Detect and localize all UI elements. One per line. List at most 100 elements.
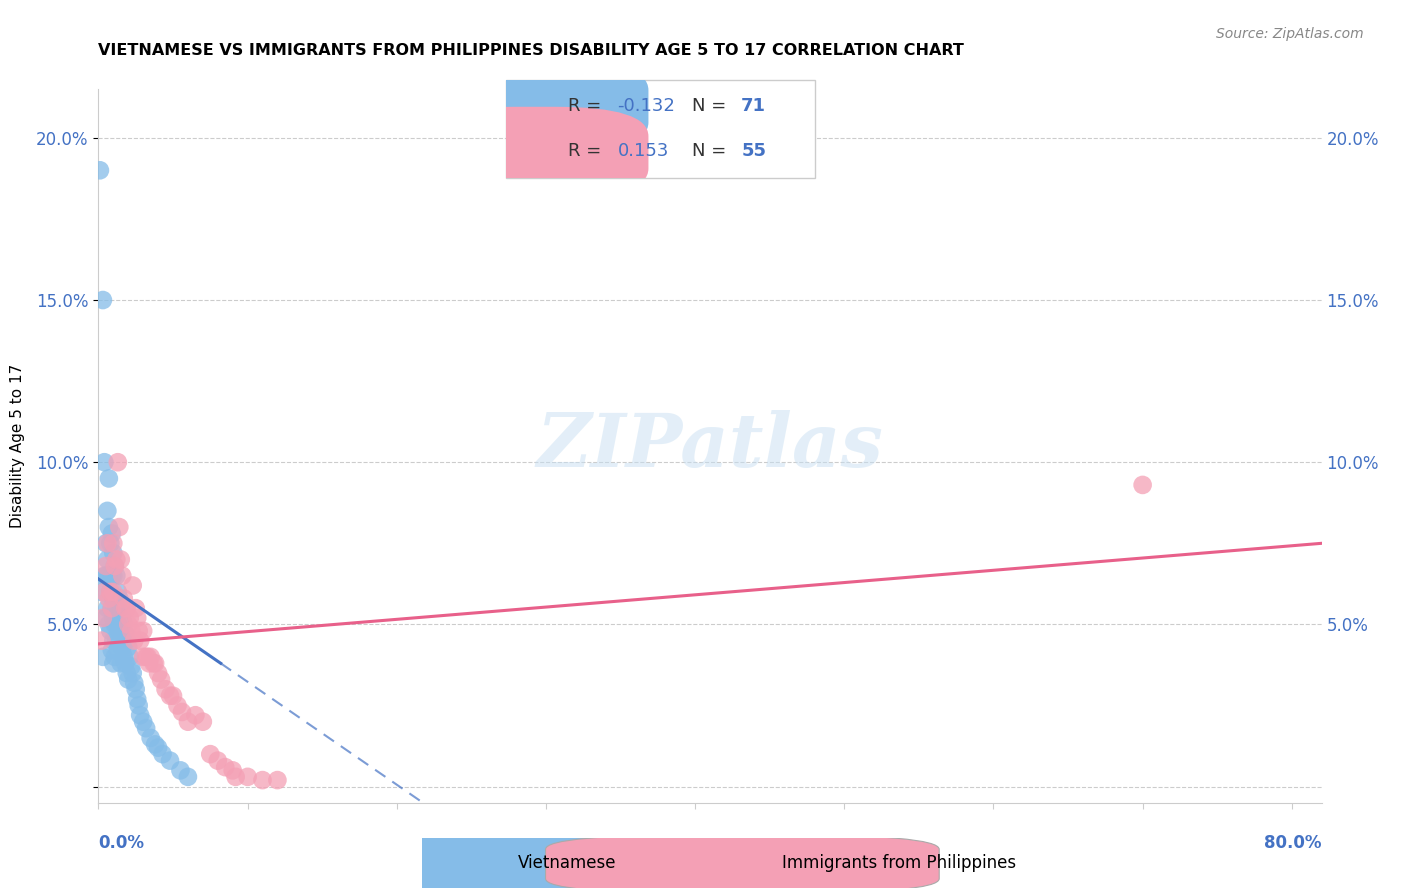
Point xyxy=(236,770,259,784)
Text: 0.153: 0.153 xyxy=(617,142,669,160)
Point xyxy=(103,633,125,648)
Point xyxy=(122,675,145,690)
Point xyxy=(125,601,148,615)
FancyBboxPatch shape xyxy=(546,835,939,892)
Point xyxy=(104,591,127,606)
Text: N =: N = xyxy=(692,97,731,115)
Point xyxy=(101,601,124,615)
Point xyxy=(114,601,136,615)
Point xyxy=(177,714,200,729)
Point xyxy=(107,643,129,657)
Text: R =: R = xyxy=(568,142,613,160)
Point xyxy=(110,627,132,641)
Text: VIETNAMESE VS IMMIGRANTS FROM PHILIPPINES DISABILITY AGE 5 TO 17 CORRELATION CHA: VIETNAMESE VS IMMIGRANTS FROM PHILIPPINE… xyxy=(98,43,965,58)
Text: N =: N = xyxy=(692,142,731,160)
Point xyxy=(110,601,132,615)
Point xyxy=(103,536,125,550)
Point xyxy=(129,633,152,648)
Point xyxy=(96,601,118,615)
Point xyxy=(91,649,114,664)
Point xyxy=(132,714,155,729)
Point xyxy=(112,649,135,664)
Point xyxy=(110,552,132,566)
Point xyxy=(97,568,120,582)
Point xyxy=(103,546,125,560)
Point xyxy=(207,754,229,768)
Point xyxy=(146,666,169,681)
Point xyxy=(121,578,143,592)
Point xyxy=(143,657,166,671)
Point xyxy=(105,568,128,582)
Point xyxy=(97,471,120,485)
Point xyxy=(184,708,207,723)
Point xyxy=(94,559,117,574)
Point xyxy=(93,455,115,469)
Point xyxy=(103,591,125,606)
Point xyxy=(94,611,117,625)
Point xyxy=(120,659,142,673)
Point xyxy=(125,682,148,697)
Point xyxy=(166,698,188,713)
Point xyxy=(177,770,200,784)
Point xyxy=(152,747,174,761)
Point xyxy=(101,568,124,582)
Point xyxy=(112,617,135,632)
Point xyxy=(97,617,120,632)
Point xyxy=(191,714,214,729)
Point xyxy=(103,585,125,599)
Point xyxy=(105,633,128,648)
Point xyxy=(98,585,121,599)
Text: 71: 71 xyxy=(741,97,766,115)
Point xyxy=(114,627,136,641)
Point xyxy=(122,633,145,648)
Point xyxy=(129,708,152,723)
Point xyxy=(114,657,136,671)
Point xyxy=(214,760,236,774)
Point xyxy=(132,649,155,664)
Point xyxy=(200,747,222,761)
Point xyxy=(103,568,125,582)
Point xyxy=(111,568,134,582)
Point xyxy=(111,611,134,625)
Point xyxy=(91,611,114,625)
Point xyxy=(108,624,131,638)
Text: 0.0%: 0.0% xyxy=(98,834,145,852)
Point xyxy=(127,692,149,706)
Point xyxy=(107,585,129,599)
FancyBboxPatch shape xyxy=(506,80,815,178)
Point xyxy=(159,689,181,703)
Point xyxy=(104,649,127,664)
Point xyxy=(111,640,134,654)
Point xyxy=(135,649,157,664)
Point xyxy=(101,601,124,615)
Text: Immigrants from Philippines: Immigrants from Philippines xyxy=(782,854,1017,872)
Point xyxy=(142,657,165,671)
Point xyxy=(121,666,143,681)
FancyBboxPatch shape xyxy=(281,835,675,892)
Point xyxy=(93,585,115,599)
Point xyxy=(221,764,243,778)
Point xyxy=(112,591,135,606)
Point xyxy=(115,666,138,681)
Point xyxy=(101,526,124,541)
FancyBboxPatch shape xyxy=(423,107,648,198)
Point xyxy=(107,617,129,632)
Point xyxy=(105,601,128,615)
Point xyxy=(103,657,125,671)
Point xyxy=(98,624,121,638)
Text: Vietnamese: Vietnamese xyxy=(517,854,616,872)
Point xyxy=(169,764,191,778)
Point xyxy=(139,731,162,745)
Point xyxy=(170,705,193,719)
Point xyxy=(103,611,125,625)
Point xyxy=(150,673,173,687)
Point xyxy=(98,585,121,599)
FancyBboxPatch shape xyxy=(423,61,648,152)
Point xyxy=(108,591,131,606)
Point xyxy=(90,585,112,599)
Point xyxy=(94,536,117,550)
Point xyxy=(93,568,115,582)
Point xyxy=(159,754,181,768)
Text: R =: R = xyxy=(568,97,607,115)
Point xyxy=(101,643,124,657)
